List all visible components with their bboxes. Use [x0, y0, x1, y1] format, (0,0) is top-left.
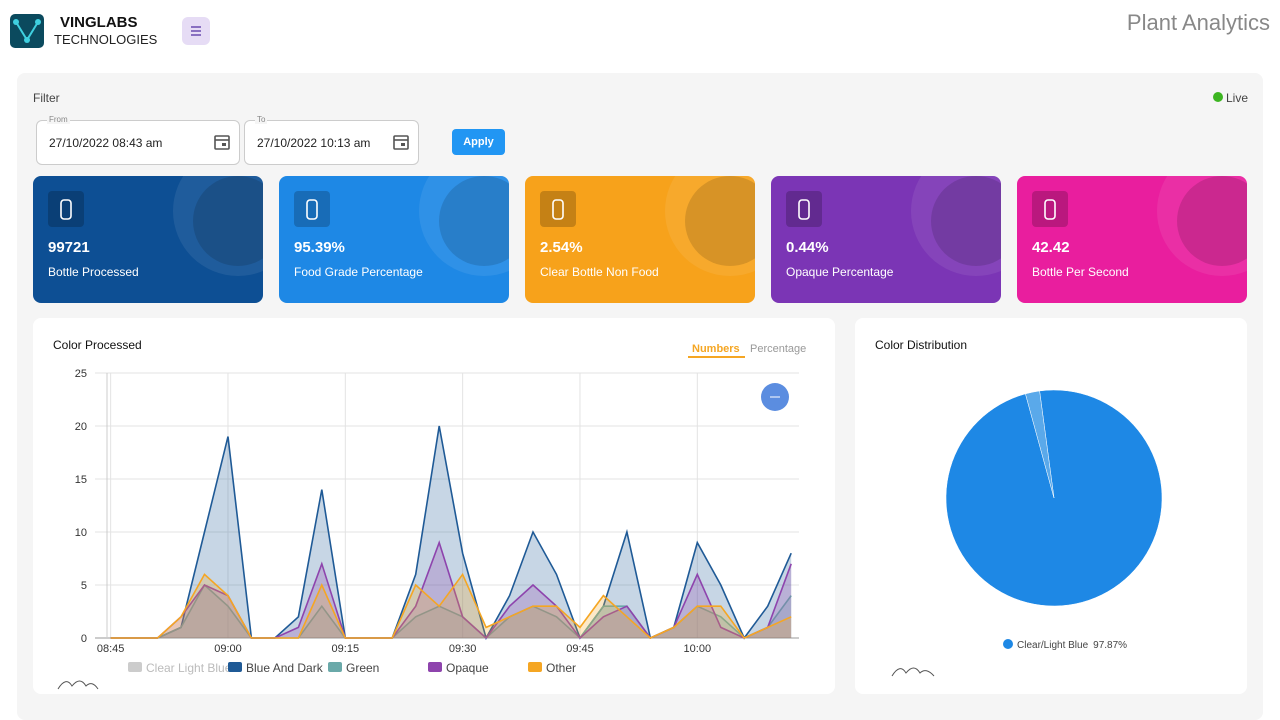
chart-icon: [57, 680, 99, 690]
y-tick-label: 10: [75, 527, 87, 539]
chart-title: Color Distribution: [875, 338, 967, 352]
y-tick-label: 25: [75, 368, 87, 380]
decor: [931, 176, 1001, 266]
legend-label[interactable]: Other: [546, 661, 576, 675]
stat-card: 42.42 Bottle Per Second: [1017, 176, 1247, 303]
legend-label[interactable]: Green: [346, 661, 379, 675]
x-tick-label: 09:45: [566, 643, 594, 655]
chart-card: [33, 318, 835, 694]
card-value: 42.42: [1032, 239, 1070, 256]
toggle[interactable]: Numbers: [692, 343, 740, 355]
legend-dot: [1003, 639, 1013, 649]
x-tick-label: 09:30: [449, 643, 477, 655]
to-field[interactable]: To 27/10/2022 10:13 am: [244, 115, 419, 165]
y-tick-label: 5: [81, 580, 87, 592]
y-tick-label: 15: [75, 474, 87, 486]
area: [110, 426, 792, 638]
decor: [685, 176, 755, 266]
legend-swatch: [328, 662, 342, 672]
card-icon: [294, 191, 330, 227]
legend-value: 97.87%: [1093, 640, 1127, 651]
card-icon: [540, 191, 576, 227]
from-field[interactable]: From 27/10/2022 08:43 am: [36, 115, 240, 165]
to-label: To: [255, 115, 268, 124]
area: [110, 585, 792, 638]
page-title: Plant Analytics: [1126, 10, 1270, 35]
decor: [1177, 176, 1247, 266]
filter-title: Filter: [33, 91, 60, 105]
decor: [439, 176, 509, 266]
stat-card: 2.54% Clear Bottle Non Food: [525, 176, 755, 303]
card-value: 99721: [48, 239, 90, 256]
x-tick-label: 10:00: [684, 643, 712, 655]
legend-label[interactable]: Clear/Light Blue 97.87%: [1017, 640, 1127, 651]
legend-swatch: [528, 662, 542, 672]
apply-button[interactable]: Apply: [452, 129, 505, 155]
y-tick-label: 0: [81, 633, 87, 645]
from-value: 27/10/2022 08:43 am: [49, 136, 163, 150]
from-label: From: [47, 115, 70, 124]
chart-title: Color Processed: [53, 338, 142, 352]
legend-label[interactable]: Opaque: [446, 661, 489, 675]
legend-label[interactable]: Blue And Dark: [246, 661, 324, 675]
line: [110, 540, 792, 640]
card-icon: [48, 191, 84, 227]
menu-button[interactable]: [182, 17, 210, 45]
brand-sub: TECHNOLOGIES: [54, 32, 158, 47]
card-label: Bottle Per Second: [1032, 265, 1129, 279]
decor: [193, 176, 263, 266]
legend-name: Clear/Light Blue: [1017, 640, 1089, 651]
stat-card: 0.44% Opaque Percentage: [771, 176, 1001, 303]
x-tick-label: 09:00: [214, 643, 242, 655]
area: [110, 574, 792, 638]
to-value: 27/10/2022 10:13 am: [257, 136, 371, 150]
chart-icon: [891, 667, 935, 677]
logo: [10, 14, 44, 48]
card-icon: [786, 191, 822, 227]
toggle[interactable]: Percentage: [750, 343, 806, 355]
stat-card: 95.39% Food Grade Percentage: [279, 176, 509, 303]
legend-swatch: [128, 662, 142, 672]
live-dot: [1213, 92, 1223, 102]
live-status: Live: [1226, 91, 1249, 105]
pie-slice: [1025, 390, 1055, 499]
card-value: 95.39%: [294, 239, 345, 256]
card-label: Opaque Percentage: [786, 265, 894, 279]
line: [110, 425, 792, 641]
card-label: Bottle Processed: [48, 265, 139, 279]
x-tick-label: 09:15: [332, 643, 360, 655]
x-tick-label: 08:45: [97, 643, 125, 655]
pie-slice: [945, 389, 1163, 607]
card-label: Food Grade Percentage: [294, 265, 423, 279]
card-label: Clear Bottle Non Food: [540, 265, 659, 279]
line: [110, 572, 792, 639]
legend-label[interactable]: Clear Light Blue: [146, 661, 232, 675]
card-value: 2.54%: [540, 239, 583, 256]
card-icon: [1032, 191, 1068, 227]
legend-swatch: [228, 662, 242, 672]
y-tick-label: 20: [75, 421, 87, 433]
legend-swatch: [428, 662, 442, 672]
card-value: 0.44%: [786, 239, 829, 256]
stat-card: 99721 Bottle Processed: [33, 176, 263, 303]
brand: VINGLABS: [60, 14, 138, 31]
